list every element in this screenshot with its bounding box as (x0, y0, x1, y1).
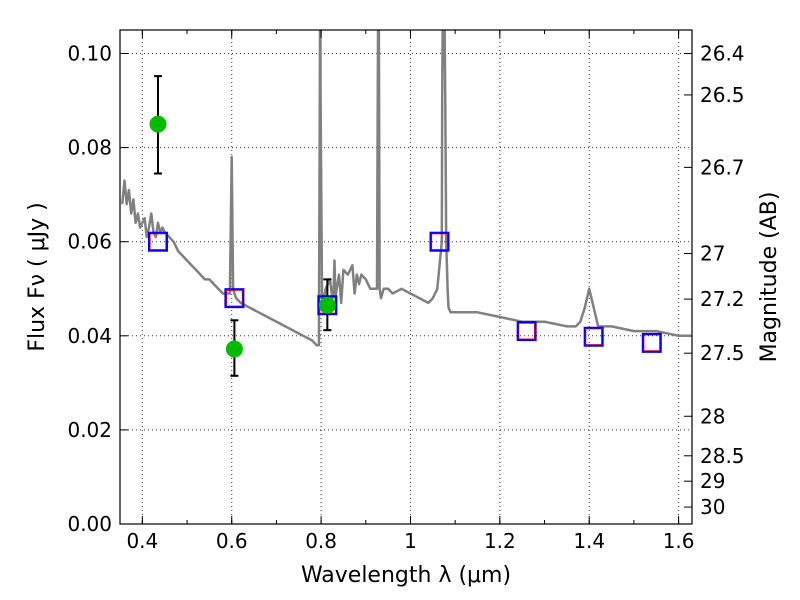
y2-axis-label: Magnitude (AB) (757, 192, 782, 363)
model-band-square (147, 231, 168, 252)
model-band-square (224, 288, 245, 309)
y2-tick-label: 28 (700, 404, 725, 428)
y-tick-label: 0.08 (67, 136, 112, 160)
y2-tick-label: 28.5 (700, 444, 745, 468)
y2-tick-label: 26.7 (700, 155, 745, 179)
x-tick-label: 0.4 (126, 529, 158, 553)
model-band-square (516, 321, 537, 342)
y2-tick-label: 27.5 (700, 341, 745, 365)
y-tick-label: 0.00 (67, 512, 112, 536)
observed-point (318, 296, 336, 314)
observed-point (149, 115, 167, 133)
x-tick-label: 1.4 (573, 529, 605, 553)
y2-tick-label: 26.4 (700, 42, 745, 66)
grid (120, 30, 692, 525)
x-tick-label: 0.8 (305, 529, 337, 553)
plot-frame (119, 29, 693, 525)
x-tick-label: 1 (404, 529, 417, 553)
model-spectrum-line (120, 30, 692, 347)
x-tick-label: 1.2 (484, 529, 516, 553)
model-spectrum-layer (120, 30, 692, 347)
model-band-inner-square (585, 328, 603, 346)
model-band-square (641, 332, 662, 353)
model-band-square (583, 326, 604, 347)
y-tick-label: 0.06 (67, 230, 112, 254)
observed-point (225, 340, 243, 358)
x-tick-label: 0.6 (216, 529, 248, 553)
x-tick-label: 1.6 (663, 529, 695, 553)
y2-tick-label: 27 (700, 241, 725, 265)
y2-tick-label: 30 (700, 495, 725, 519)
data-points-layer (147, 75, 662, 377)
y2-tick-label: 26.5 (700, 83, 745, 107)
model-band-square (429, 231, 450, 252)
x-axis-label: Wavelength λ (μm) (301, 563, 511, 588)
axis-ticks: 0.4 0.6 0.8 1 1.2 1.4 1.6 0.00 0.02 0.04 0.06 0.08 0… (67, 30, 745, 553)
y-tick-label: 0.02 (67, 418, 112, 442)
y2-tick-label: 29 (700, 469, 725, 493)
y-axis-label: Flux Fν ( μJy ) (25, 202, 50, 351)
model-band-inner-square (518, 322, 536, 340)
y-tick-label: 0.10 (67, 42, 112, 66)
y-tick-label: 0.04 (67, 324, 112, 348)
y2-tick-label: 27.2 (700, 287, 745, 311)
model-band-inner-square (643, 334, 661, 352)
